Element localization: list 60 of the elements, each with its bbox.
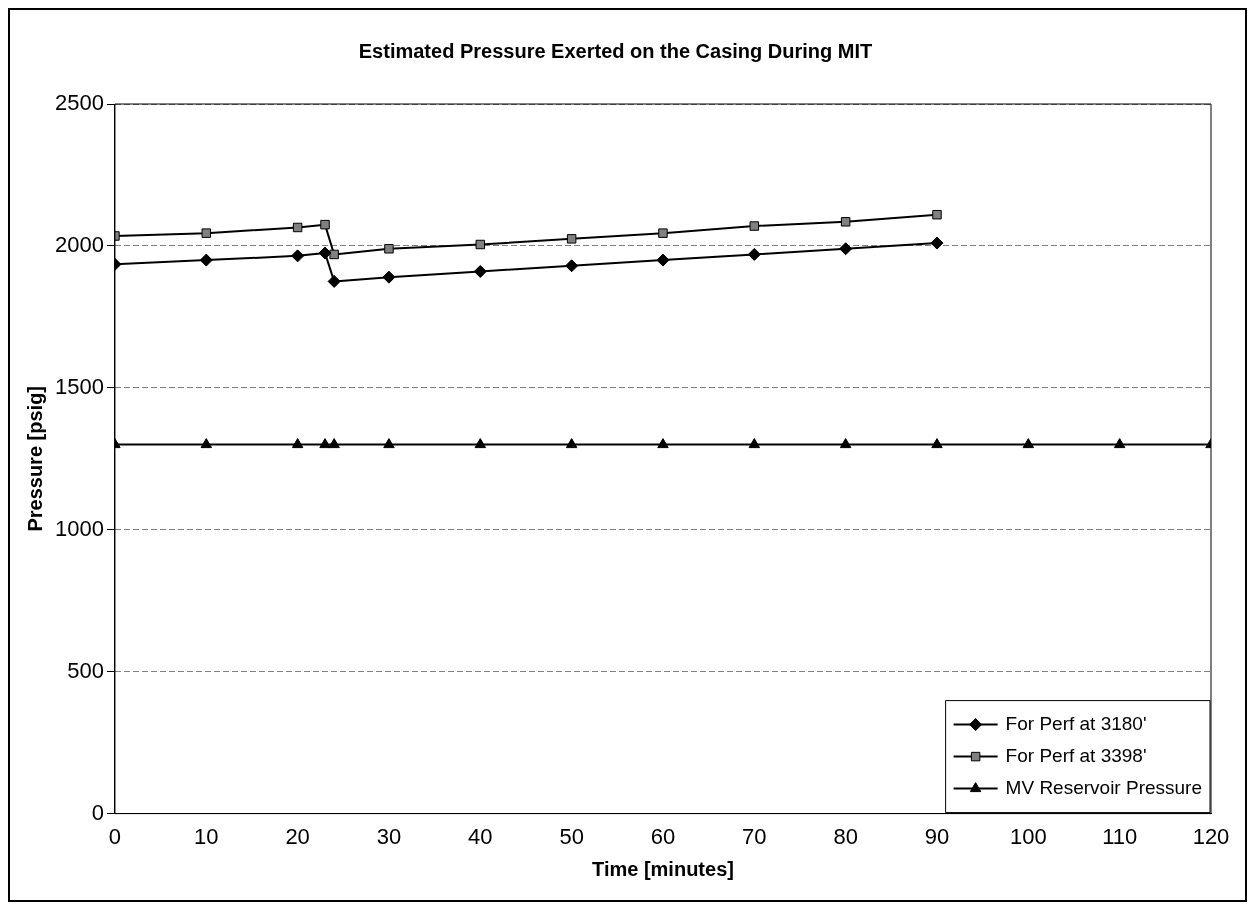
legend-label: For Perf at 3398' xyxy=(1005,744,1147,766)
point xyxy=(473,264,487,278)
point xyxy=(930,236,944,250)
point xyxy=(291,249,305,263)
point xyxy=(1022,438,1035,449)
point xyxy=(657,438,669,449)
point xyxy=(320,219,330,230)
point xyxy=(748,438,761,449)
point xyxy=(327,274,341,288)
point xyxy=(658,228,668,238)
point xyxy=(382,270,396,284)
x-tick-label: 110 xyxy=(1102,823,1138,849)
y-tick-label: 0 xyxy=(91,799,104,825)
chart-title: Estimated Pressure Exerted on the Casing During MIT xyxy=(358,39,873,62)
x-tick-label: 70 xyxy=(742,823,767,849)
y-tick-label: 500 xyxy=(67,657,104,683)
x-axis-title: Time [minutes] xyxy=(592,857,734,880)
point xyxy=(931,438,943,449)
x-tick-label: 10 xyxy=(194,823,219,849)
point xyxy=(384,244,394,254)
point xyxy=(566,234,577,244)
point xyxy=(1113,438,1126,449)
point xyxy=(383,438,395,449)
x-tick-label: 60 xyxy=(650,823,676,849)
point xyxy=(328,438,340,449)
point xyxy=(749,221,760,231)
y-tick-label: 2500 xyxy=(54,90,104,116)
y-axis-title: Pressure [psig] xyxy=(23,386,46,532)
point xyxy=(747,247,761,261)
point xyxy=(199,253,213,267)
point xyxy=(201,228,212,238)
x-tick-label: 0 xyxy=(108,823,122,849)
x-tick-label: 120 xyxy=(1192,823,1230,849)
y-tick-label: 1500 xyxy=(54,373,104,399)
point xyxy=(656,253,670,267)
point xyxy=(475,239,486,250)
legend-label: For Perf at 3180' xyxy=(1005,712,1147,734)
point xyxy=(474,438,486,449)
point xyxy=(840,217,851,227)
x-tick-label: 40 xyxy=(468,823,493,849)
legend-label: MV Reservoir Pressure xyxy=(1005,776,1203,798)
point xyxy=(565,259,579,273)
point xyxy=(200,438,212,449)
point xyxy=(292,222,303,233)
y-tick-label: 2000 xyxy=(54,231,104,257)
x-tick-label: 80 xyxy=(833,823,858,849)
point xyxy=(839,242,853,256)
x-tick-label: 100 xyxy=(1009,823,1047,849)
point xyxy=(291,438,304,449)
x-tick-label: 20 xyxy=(285,823,310,849)
x-tick-label: 30 xyxy=(376,823,402,849)
point xyxy=(932,209,942,220)
point xyxy=(329,249,339,260)
point xyxy=(839,438,852,449)
point xyxy=(319,438,331,449)
point xyxy=(318,246,332,260)
x-tick-label: 90 xyxy=(924,823,950,849)
y-tick-label: 1000 xyxy=(54,515,104,541)
x-tick-label: 50 xyxy=(559,823,584,849)
point xyxy=(565,438,578,449)
